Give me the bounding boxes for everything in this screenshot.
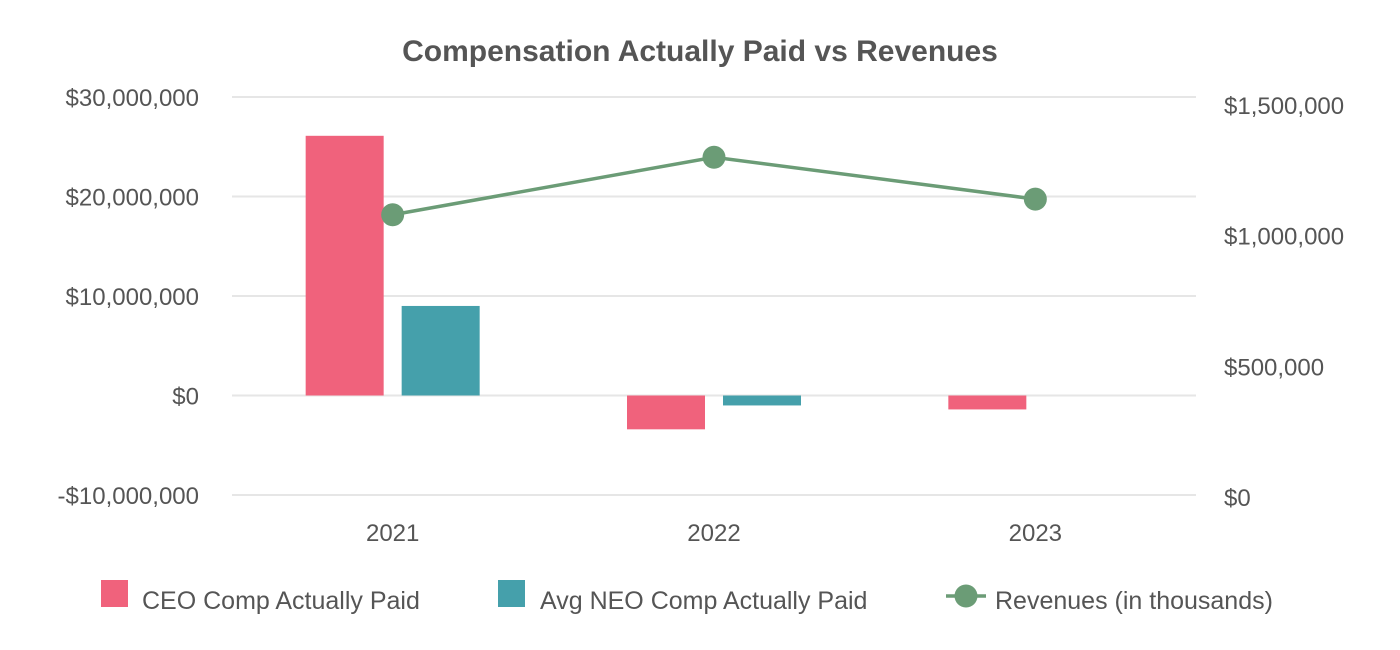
left-tick-label: $10,000,000	[66, 284, 199, 311]
bar-ceo-comp-actually-paid-2022	[627, 395, 705, 430]
bar-ceo-comp-actually-paid-2021	[305, 135, 384, 396]
x-tick-label: 2021	[366, 520, 419, 547]
right-tick-label: $1,500,000	[1224, 93, 1344, 120]
left-tick-label: $20,000,000	[66, 185, 199, 212]
left-tick-label: -$10,000,000	[58, 483, 199, 510]
bar-avg-neo-comp-actually-paid-2022	[723, 395, 801, 406]
x-tick-label: 2023	[1009, 520, 1062, 547]
legend-label: CEO Comp Actually Paid	[142, 587, 420, 615]
left-tick-label: $0	[172, 384, 199, 411]
legend-label: Avg NEO Comp Actually Paid	[540, 587, 867, 615]
right-tick-label: $500,000	[1224, 354, 1324, 381]
legend: CEO Comp Actually Paid Avg NEO Comp Actua…	[101, 580, 1273, 615]
x-tick-label: 2022	[687, 520, 740, 547]
legend-label: Revenues (in thousands)	[995, 587, 1273, 615]
right-tick-label: $1,000,000	[1224, 224, 1344, 251]
right-tick-label: $0	[1224, 485, 1251, 512]
legend-swatch	[101, 580, 128, 607]
legend-swatch	[498, 580, 525, 607]
revenue-point-2022	[702, 145, 726, 169]
left-axis-ticks: $30,000,000 $20,000,000 $10,000,000 $0 -$10,…	[58, 85, 199, 510]
legend-marker	[954, 584, 978, 608]
revenue-point-2023	[1023, 187, 1047, 211]
bar-series	[305, 135, 1027, 430]
line-series	[381, 145, 1047, 227]
bar-avg-neo-comp-actually-paid-2021	[401, 305, 480, 396]
bar-ceo-comp-actually-paid-2023	[948, 395, 1027, 410]
right-axis-ticks: $1,500,000 $1,000,000 $500,000 $0	[1224, 93, 1344, 512]
revenue-point-2021	[381, 203, 405, 227]
left-tick-label: $30,000,000	[66, 85, 199, 112]
x-axis-ticks: 2021 2022 2023	[366, 520, 1062, 547]
chart-title: Compensation Actually Paid vs Revenues	[402, 35, 998, 68]
